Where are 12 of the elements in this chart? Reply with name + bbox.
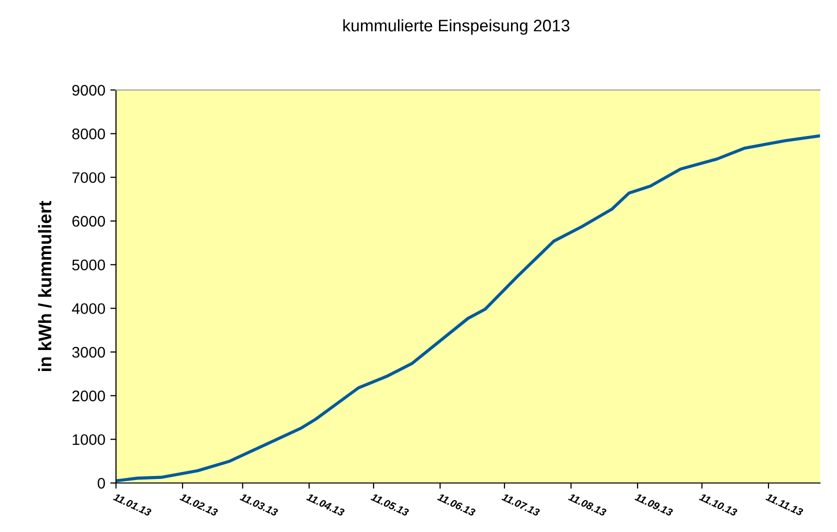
chart-title: kummulierte Einspeisung 2013	[343, 19, 570, 35]
y-tick-label: 3000	[72, 346, 105, 358]
y-axis-title: in kWh / kummuliert	[38, 200, 52, 372]
y-tick-label: 2000	[72, 390, 105, 402]
y-tick-label: 0	[98, 478, 105, 489]
y-tick-label: 6000	[72, 216, 105, 227]
y-tick-label: 8000	[72, 128, 105, 140]
y-tick-label: 9000	[72, 84, 105, 96]
y-tick-label: 7000	[72, 172, 105, 184]
y-tick-label: 5000	[72, 260, 105, 270]
y-tick-label: 4000	[72, 303, 105, 314]
y-tick-label: 1000	[72, 434, 105, 446]
